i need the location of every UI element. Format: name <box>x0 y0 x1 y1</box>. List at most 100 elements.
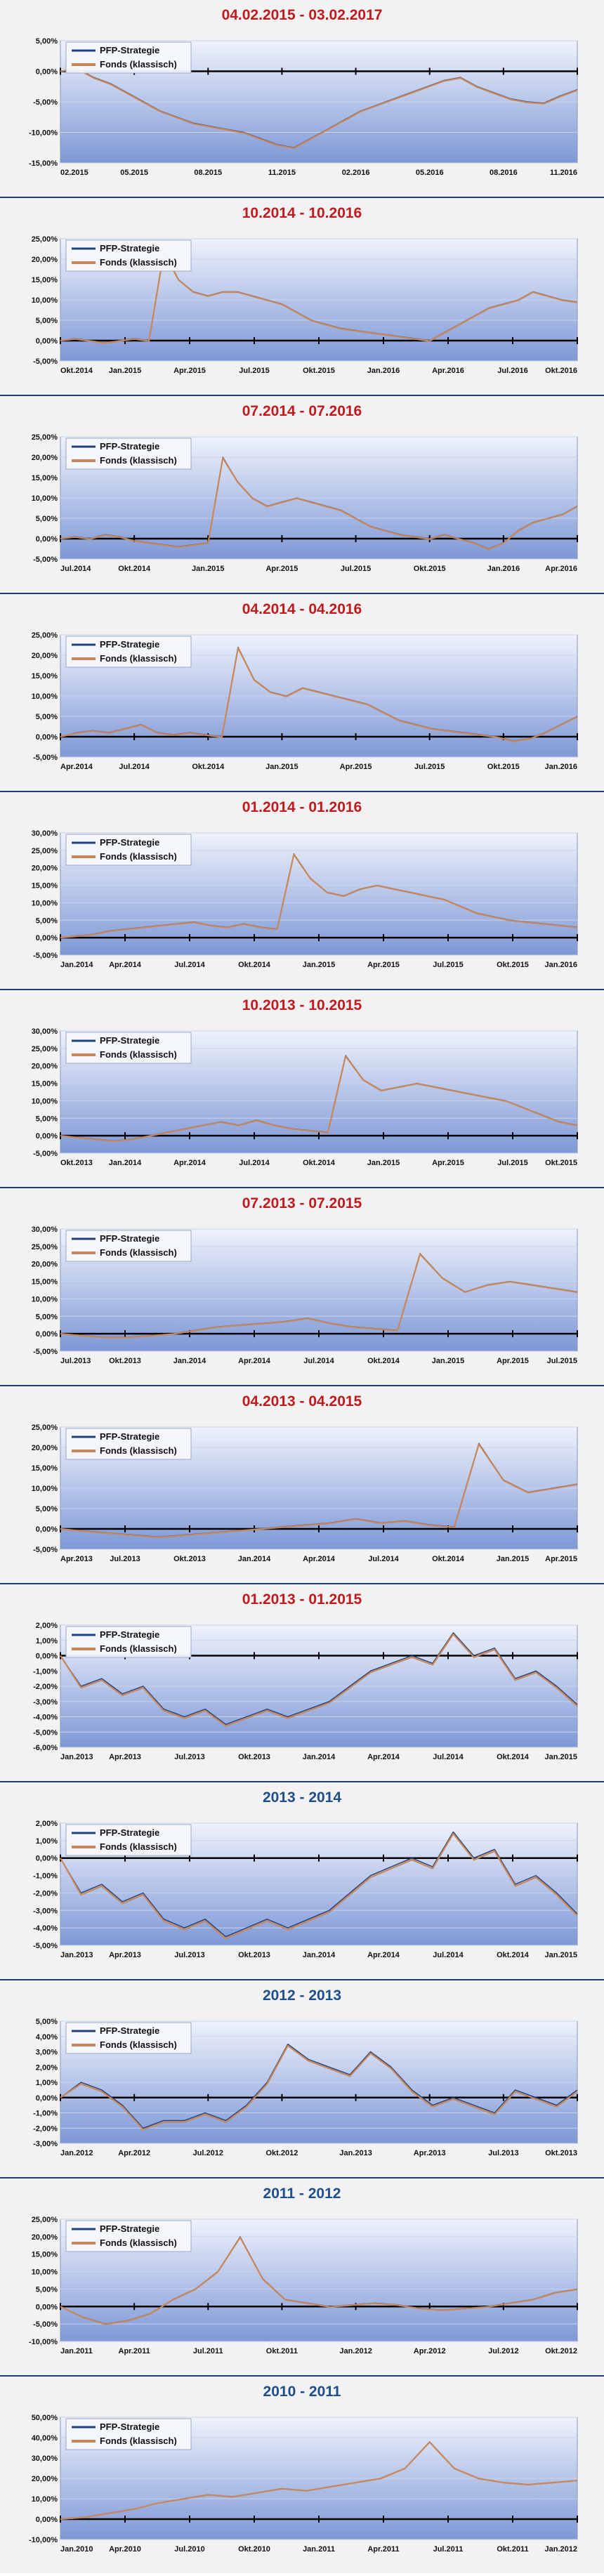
x-tick-label: Okt.2015 <box>497 961 529 969</box>
series-line-fonds <box>60 457 578 551</box>
y-tick-label: -10,00% <box>29 2338 58 2346</box>
y-tick-label: 20,00% <box>32 1261 58 1269</box>
y-tick-label: -5,00% <box>33 556 58 564</box>
x-tick-label: Okt.2010 <box>238 2545 270 2554</box>
x-tick-label: 02.2016 <box>342 169 370 177</box>
chart-panel: 04.2014 - 04.2016 25,00% 20,00% 15,00% 10,00… <box>0 594 604 792</box>
chart-title: 01.2014 - 01.2016 <box>242 799 362 815</box>
x-tick-label: Apr.2015 <box>173 367 206 375</box>
x-tick-label: Jul.2013 <box>110 1555 140 1563</box>
y-tick-label: 0,00% <box>36 934 58 942</box>
x-tick-label: Jan.2015 <box>432 1357 464 1365</box>
x-tick-label: Okt.2014 <box>432 1555 465 1563</box>
y-tick-label: 2,00% <box>36 1622 58 1630</box>
y-tick-label: 15,00% <box>32 1080 58 1089</box>
line-chart: 25,00% 20,00% 15,00% 10,00% 5,00% 0,00% -5,00%… <box>32 631 578 771</box>
y-tick-label: 0,00% <box>36 733 58 742</box>
y-tick-label: 15,00% <box>32 672 58 681</box>
y-tick-label: 0,00% <box>36 1855 58 1863</box>
legend-label-pfp: PFP-Strategie <box>100 837 159 848</box>
y-tick-label: 15,00% <box>32 474 58 482</box>
x-tick-label: Jul.2013 <box>174 1951 204 1959</box>
legend: PFP-Strategie Fonds (klassisch) <box>65 1626 192 1658</box>
legend-label-fonds: Fonds (klassisch) <box>100 1049 177 1060</box>
chart-panel: 10.2014 - 10.2016 25,00% 20,00% 15,00% 10,00… <box>0 198 604 396</box>
x-tick-label: Okt.2011 <box>266 2347 298 2355</box>
x-tick-label: Jan.2015 <box>265 763 298 771</box>
line-chart: 5,00% 4,00% 3,00% 2,00% 1,00% 0,00% -1,00% -2,0… <box>33 2018 578 2157</box>
legend-label-fonds: Fonds (klassisch) <box>100 1841 177 1852</box>
y-tick-label: 25,00% <box>32 2216 58 2224</box>
y-tick-label: 0,00% <box>36 1132 58 1141</box>
x-tick-label: Jan.2013 <box>339 2149 372 2157</box>
x-tick-label: Jan.2015 <box>545 1951 577 1959</box>
x-tick-label: Jan.2015 <box>367 1159 400 1167</box>
y-tick-label: 0,00% <box>36 68 58 77</box>
legend: PFP-Strategie Fonds (klassisch) <box>65 2022 192 2054</box>
x-tick-label: Okt.2012 <box>265 2149 298 2157</box>
y-tick-label: -5,00% <box>33 952 58 960</box>
y-tick-label: 15,00% <box>32 276 58 284</box>
x-tick-label: Apr.2015 <box>340 763 372 771</box>
x-tick-label: Apr.2013 <box>109 1753 141 1761</box>
y-tick-label: -1,00% <box>33 1667 58 1676</box>
x-tick-label: Jul.2015 <box>547 1357 577 1365</box>
legend-label-fonds: Fonds (klassisch) <box>100 653 177 664</box>
x-tick-label: 05.2016 <box>416 169 444 177</box>
chart-panel: 07.2013 - 07.2015 30,00% 25,00% 20,00% 15,00… <box>0 1188 604 1386</box>
y-tick-label: -5,00% <box>33 98 58 107</box>
legend: PFP-Strategie Fonds (klassisch) <box>65 438 192 470</box>
x-tick-label: Jul.2015 <box>433 961 463 969</box>
x-tick-label: Okt.2014 <box>238 961 271 969</box>
y-tick-label: 15,00% <box>32 882 58 891</box>
legend: PFP-Strategie Fonds (klassisch) <box>65 834 192 866</box>
y-tick-label: -5,00% <box>33 1150 58 1158</box>
x-tick-label: Apr.2015 <box>367 961 400 969</box>
x-tick-label: Okt.2014 <box>60 367 93 375</box>
chart-panel: 2011 - 2012 25,00% 20,00% 15,00% 10,00% 5,00%… <box>0 2179 604 2377</box>
chart-title: 04.02.2015 - 03.02.2017 <box>221 7 383 23</box>
series-line-fonds <box>60 1055 578 1143</box>
x-tick-label: Jul.2014 <box>119 763 150 771</box>
x-tick-label: Jul.2014 <box>174 961 205 969</box>
chart-panel: 01.2014 - 01.2016 30,00% 25,00% 20,00% 15,00… <box>0 792 604 990</box>
y-tick-label: 20,00% <box>32 1444 58 1452</box>
x-tick-label: Okt.2014 <box>497 1753 530 1761</box>
legend-box <box>65 2418 192 2450</box>
y-tick-label: 20,00% <box>32 2475 58 2483</box>
legend-box <box>65 1626 192 1658</box>
y-tick-label: 10,00% <box>32 692 58 701</box>
x-tick-label: Apr.2014 <box>238 1357 271 1365</box>
line-chart: 25,00% 20,00% 15,00% 10,00% 5,00% 0,00% -5,00%… <box>29 2216 578 2355</box>
y-tick-label: 25,00% <box>32 631 58 640</box>
x-tick-label: Jan.2016 <box>545 763 577 771</box>
legend-label-fonds: Fonds (klassisch) <box>100 2436 177 2446</box>
x-tick-label: Apr.2016 <box>432 367 464 375</box>
legend-box <box>65 2220 192 2252</box>
chart-title: 07.2014 - 07.2016 <box>242 403 362 419</box>
x-tick-label: Jan.2012 <box>60 2149 93 2157</box>
x-tick-label: 11.2016 <box>550 169 577 177</box>
y-tick-label: 25,00% <box>32 1424 58 1432</box>
legend: PFP-Strategie Fonds (klassisch) <box>65 2418 192 2450</box>
x-tick-label: Okt.2013 <box>238 1951 270 1959</box>
y-tick-label: 30,00% <box>32 2455 58 2463</box>
y-tick-label: -2,00% <box>33 1683 58 1691</box>
y-tick-label: 30,00% <box>32 1027 58 1036</box>
x-tick-label: Okt.2014 <box>497 1951 530 1959</box>
line-chart: 50,00% 40,00% 30,00% 20,00% 10,00% 0,00% -10,0… <box>29 2414 578 2554</box>
line-chart: 5,00% 0,00% -5,00% -10,00% -15,00%02.2015 05.… <box>29 37 578 177</box>
y-tick-label: 10,00% <box>32 1295 58 1303</box>
chart-panel: 01.2013 - 01.2015 2,00% 1,00% 0,00% -1,00% -2… <box>0 1584 604 1782</box>
chart-title: 01.2013 - 01.2015 <box>242 1591 362 1608</box>
legend-label-pfp: PFP-Strategie <box>100 1233 159 1244</box>
y-tick-label: 10,00% <box>32 1097 58 1105</box>
x-tick-label: Jan.2010 <box>60 2545 93 2554</box>
y-tick-label: 10,00% <box>32 2268 58 2277</box>
legend-label-pfp: PFP-Strategie <box>100 2025 159 2036</box>
y-tick-label: 15,00% <box>32 1278 58 1287</box>
legend: PFP-Strategie Fonds (klassisch) <box>65 1230 192 1262</box>
chart-title: 04.2014 - 04.2016 <box>242 601 362 617</box>
y-tick-label: -2,00% <box>33 2124 58 2133</box>
